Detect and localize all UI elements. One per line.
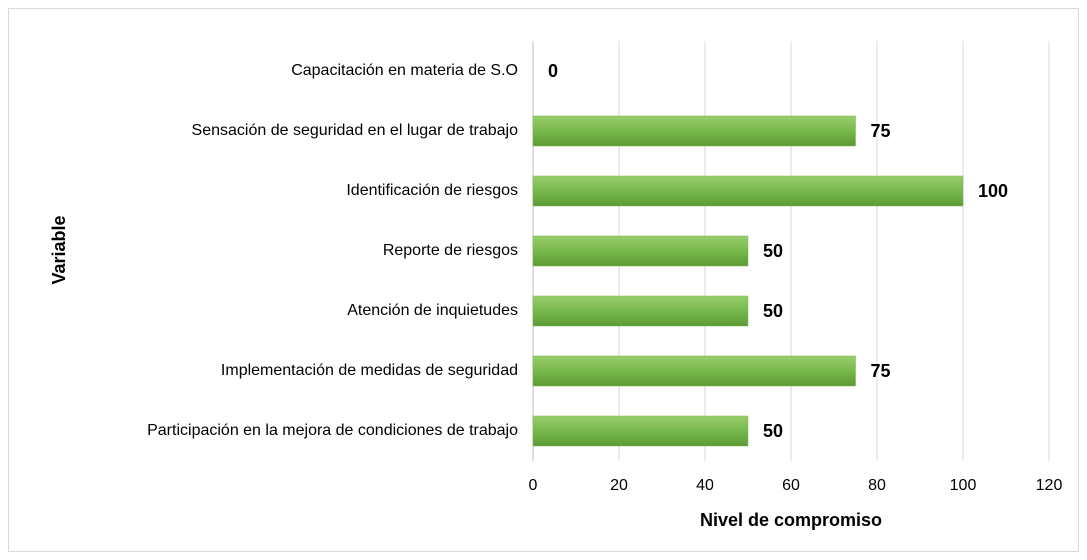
category-text: Participación en la mejora de condicione…	[147, 422, 518, 439]
y-tick-label: Implementación de medidas de seguridad	[58, 341, 518, 401]
category-text: Sensación de seguridad en el lugar de tr…	[191, 122, 518, 139]
data-label: 75	[871, 121, 891, 141]
y-tick-label: Atención de inquietudes	[58, 281, 518, 341]
y-axis-title: Variable	[49, 215, 69, 284]
data-label: 50	[763, 301, 783, 321]
x-tick-label: 120	[1036, 477, 1063, 494]
x-tick-label: 80	[868, 477, 886, 494]
x-axis-title: Nivel de compromiso	[700, 510, 882, 530]
bar	[532, 115, 856, 147]
x-tick-label: 40	[696, 477, 714, 494]
x-tick-label: 100	[950, 477, 977, 494]
y-tick-label: Reporte de riesgos	[58, 221, 518, 281]
category-text: Capacitación en materia de S.O	[291, 62, 518, 79]
data-label: 100	[978, 181, 1008, 201]
bar	[532, 235, 749, 267]
data-label: 75	[871, 361, 891, 381]
category-text: Implementación de medidas de seguridad	[220, 362, 518, 379]
data-label: 50	[763, 421, 783, 441]
bar	[532, 175, 964, 207]
data-label: 0	[548, 61, 558, 81]
bar	[532, 355, 856, 387]
data-label: 50	[763, 241, 783, 261]
x-tick-label: 20	[610, 477, 628, 494]
category-text: Identificación de riesgos	[346, 182, 518, 199]
chart-border	[8, 8, 1079, 552]
y-tick-label: Sensación de seguridad en el lugar de tr…	[58, 101, 518, 161]
y-tick-label: Capacitación en materia de S.O	[58, 41, 518, 101]
category-text: Atención de inquietudes	[347, 302, 518, 319]
y-tick-label: Participación en la mejora de condicione…	[58, 401, 518, 461]
category-text: Reporte de riesgos	[382, 242, 518, 259]
x-tick-label: 0	[529, 477, 538, 494]
bar	[532, 295, 749, 327]
x-tick-label: 60	[782, 477, 800, 494]
y-tick-label: Identificación de riesgos	[58, 161, 518, 221]
bar	[532, 415, 749, 447]
